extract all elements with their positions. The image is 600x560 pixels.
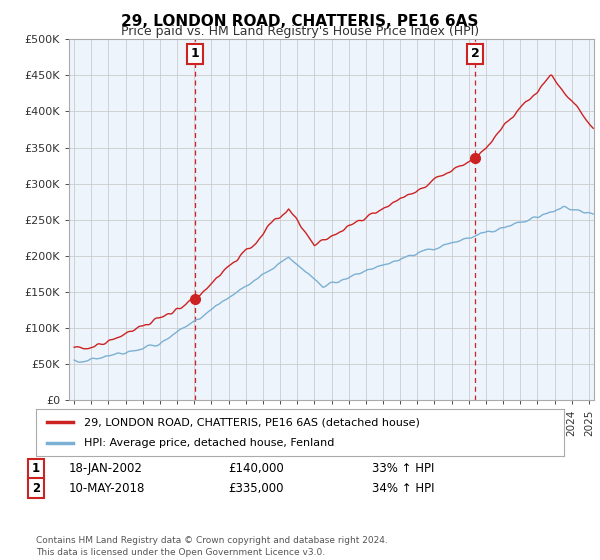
Text: £335,000: £335,000: [228, 482, 284, 495]
Text: 2: 2: [471, 47, 479, 60]
Text: 18-JAN-2002: 18-JAN-2002: [69, 462, 143, 475]
Text: £140,000: £140,000: [228, 462, 284, 475]
Text: 1: 1: [32, 462, 40, 475]
Text: Price paid vs. HM Land Registry's House Price Index (HPI): Price paid vs. HM Land Registry's House …: [121, 25, 479, 38]
Text: HPI: Average price, detached house, Fenland: HPI: Average price, detached house, Fenl…: [83, 438, 334, 448]
Text: 10-MAY-2018: 10-MAY-2018: [69, 482, 145, 495]
Text: Contains HM Land Registry data © Crown copyright and database right 2024.
This d: Contains HM Land Registry data © Crown c…: [36, 536, 388, 557]
Text: 34% ↑ HPI: 34% ↑ HPI: [372, 482, 434, 495]
Text: 2: 2: [32, 482, 40, 495]
Text: 29, LONDON ROAD, CHATTERIS, PE16 6AS: 29, LONDON ROAD, CHATTERIS, PE16 6AS: [121, 14, 479, 29]
Text: 33% ↑ HPI: 33% ↑ HPI: [372, 462, 434, 475]
Text: 29, LONDON ROAD, CHATTERIS, PE16 6AS (detached house): 29, LONDON ROAD, CHATTERIS, PE16 6AS (de…: [83, 417, 419, 427]
Text: 1: 1: [191, 47, 199, 60]
